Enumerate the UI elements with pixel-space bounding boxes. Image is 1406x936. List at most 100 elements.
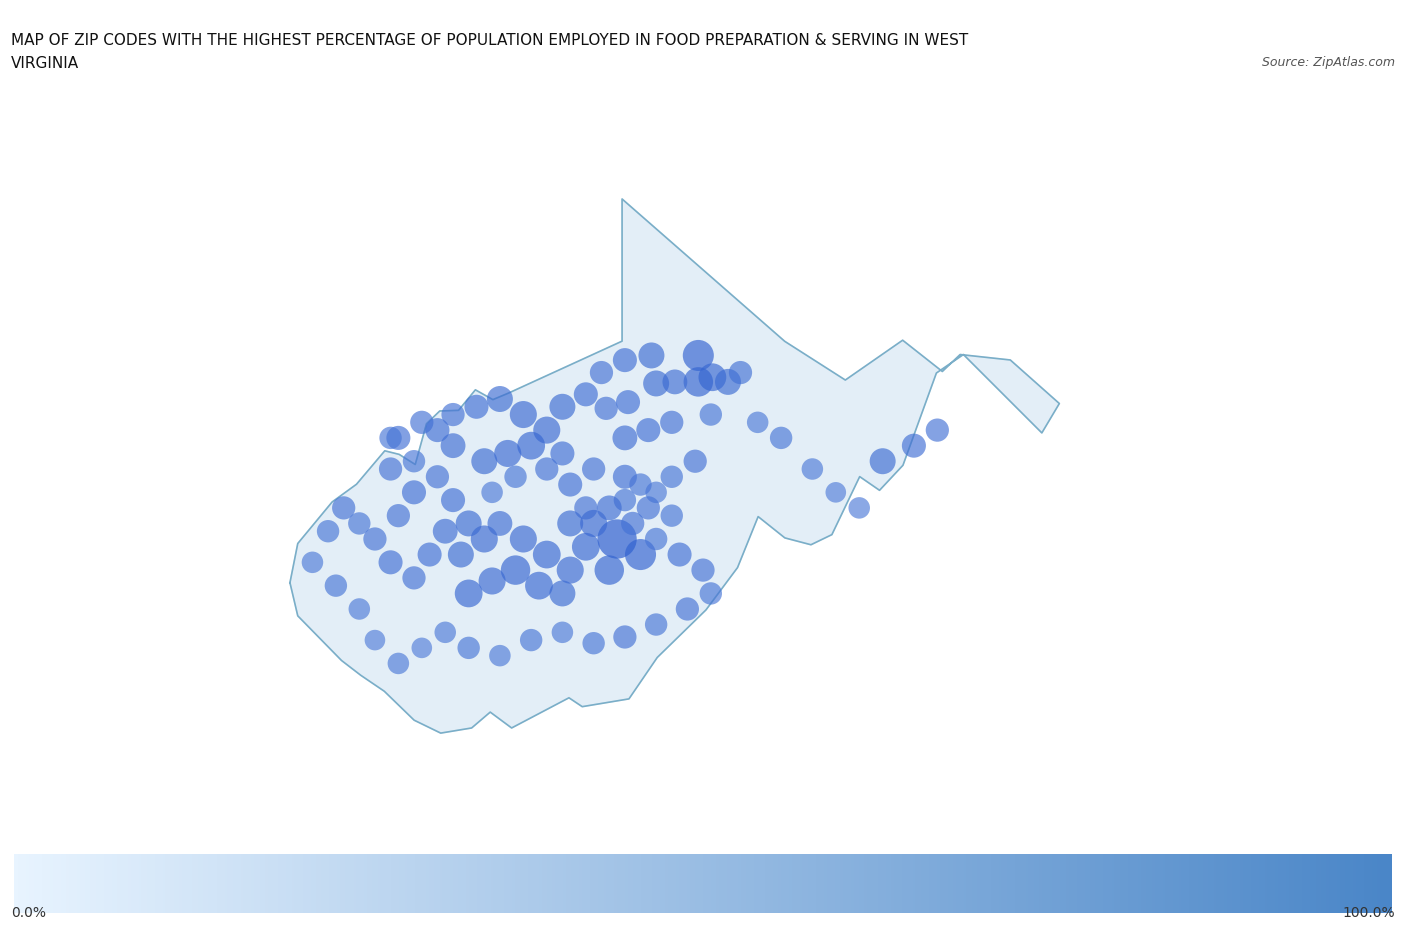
Text: 0.0%: 0.0% <box>11 905 46 919</box>
Point <box>683 454 706 469</box>
Point <box>465 400 488 415</box>
Point <box>481 574 503 589</box>
Point <box>387 431 409 446</box>
Point <box>661 470 683 485</box>
Point <box>591 366 613 381</box>
Point <box>637 423 659 438</box>
Point <box>575 388 598 402</box>
Point <box>630 477 652 492</box>
Point <box>676 602 699 617</box>
Point <box>457 517 479 532</box>
Point <box>419 548 441 563</box>
Point <box>364 633 387 648</box>
Point <box>645 486 668 501</box>
Point <box>582 636 605 651</box>
Point <box>520 439 543 454</box>
Point <box>688 375 710 390</box>
Point <box>441 493 464 508</box>
Point <box>325 578 347 593</box>
Point <box>441 408 464 423</box>
Point <box>536 462 558 477</box>
Point <box>717 375 740 390</box>
Point <box>598 563 620 578</box>
Point <box>380 555 402 570</box>
Point <box>426 470 449 485</box>
Point <box>457 641 479 656</box>
Point <box>903 439 925 454</box>
Point <box>872 454 894 469</box>
Point <box>387 656 409 671</box>
Point <box>640 348 662 363</box>
Point <box>824 486 846 501</box>
Point <box>637 501 659 516</box>
Point <box>617 395 640 410</box>
Point <box>457 586 479 601</box>
Point <box>301 555 323 570</box>
Point <box>496 446 519 461</box>
Point <box>606 532 628 547</box>
Point <box>560 563 582 578</box>
Point <box>661 508 683 523</box>
Point <box>349 517 371 532</box>
Point <box>575 501 598 516</box>
Text: MAP OF ZIP CODES WITH THE HIGHEST PERCENTAGE OF POPULATION EMPLOYED IN FOOD PREP: MAP OF ZIP CODES WITH THE HIGHEST PERCEN… <box>11 33 969 48</box>
Point <box>520 633 543 648</box>
Point <box>316 524 339 539</box>
Point <box>630 548 652 563</box>
Point <box>489 517 512 532</box>
Point <box>551 446 574 461</box>
Point <box>349 602 371 617</box>
Point <box>645 532 668 547</box>
Point <box>472 454 495 469</box>
Point <box>434 524 457 539</box>
Point <box>472 532 495 547</box>
Point <box>575 540 598 555</box>
Point <box>505 563 527 578</box>
Point <box>688 348 710 363</box>
Point <box>551 400 574 415</box>
Point <box>450 548 472 563</box>
Point <box>645 376 668 391</box>
Point <box>613 353 636 368</box>
Polygon shape <box>290 199 1059 733</box>
Text: 100.0%: 100.0% <box>1343 905 1395 919</box>
Point <box>747 416 769 431</box>
Point <box>332 501 354 516</box>
Point <box>505 470 527 485</box>
Point <box>582 462 605 477</box>
Point <box>730 366 752 381</box>
Point <box>402 454 425 469</box>
Point <box>700 586 723 601</box>
Point <box>512 408 534 423</box>
Point <box>661 416 683 431</box>
Point <box>411 641 433 656</box>
Point <box>536 548 558 563</box>
Point <box>426 423 449 438</box>
Text: VIRGINIA: VIRGINIA <box>11 56 79 71</box>
Point <box>551 625 574 640</box>
Point <box>613 630 636 645</box>
Point <box>700 408 723 423</box>
Point <box>702 371 724 386</box>
Point <box>489 649 512 664</box>
Point <box>402 486 425 501</box>
Point <box>434 625 457 640</box>
Point <box>441 439 464 454</box>
Point <box>598 501 620 516</box>
Point <box>621 517 644 532</box>
Point <box>481 486 503 501</box>
Point <box>411 416 433 431</box>
Point <box>668 548 690 563</box>
Point <box>848 501 870 516</box>
Point <box>582 517 605 532</box>
Point <box>560 477 582 492</box>
Point <box>613 493 636 508</box>
Point <box>645 618 668 633</box>
Text: Source: ZipAtlas.com: Source: ZipAtlas.com <box>1261 56 1395 69</box>
Point <box>387 508 409 523</box>
Point <box>595 402 617 417</box>
Point <box>770 431 793 446</box>
Point <box>801 462 824 477</box>
Point <box>512 532 534 547</box>
Point <box>927 423 949 438</box>
